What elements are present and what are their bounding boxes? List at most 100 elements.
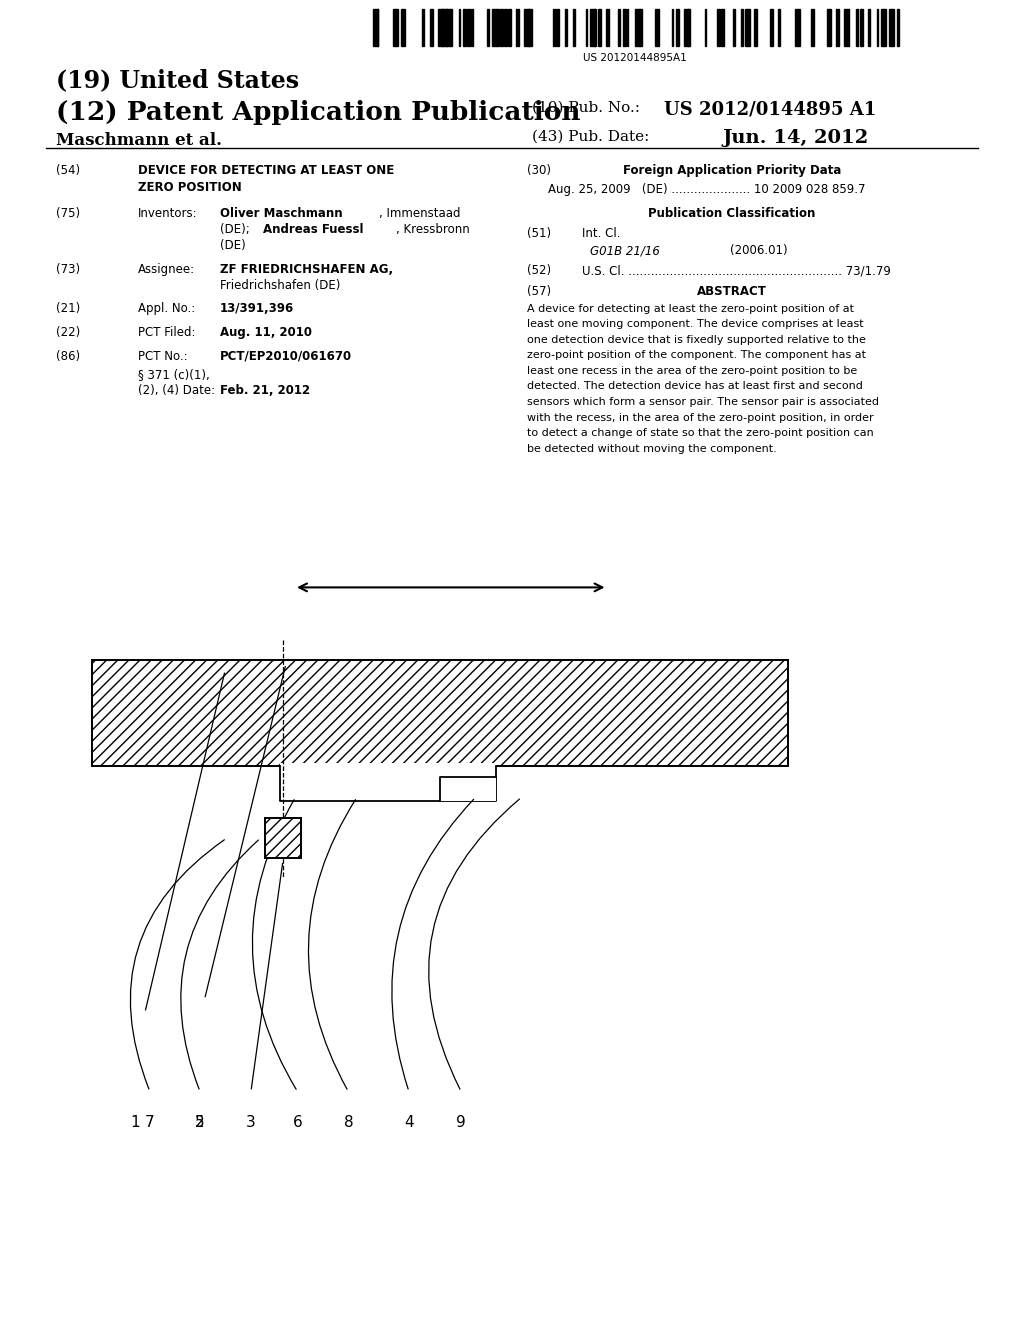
Text: Publication Classification: Publication Classification (648, 207, 816, 220)
Bar (672, 9, 674, 46)
Text: 3: 3 (246, 1115, 256, 1130)
Text: (10) Pub. No.:: (10) Pub. No.: (532, 100, 640, 115)
Text: 9: 9 (457, 1115, 466, 1130)
Text: (19) United States: (19) United States (56, 69, 299, 92)
Text: one detection device that is fixedly supported relative to the: one detection device that is fixedly sup… (527, 335, 866, 345)
Text: 4: 4 (404, 1115, 414, 1130)
Bar (422, 9, 424, 46)
Bar (881, 9, 886, 46)
Bar (281, 763, 496, 801)
Text: U.S. Cl. ......................................................... 73/1.79: U.S. Cl. ...............................… (582, 264, 891, 277)
Bar (557, 9, 559, 46)
Bar (795, 9, 800, 46)
Text: G01B 21/16: G01B 21/16 (590, 244, 659, 257)
Text: (30): (30) (527, 164, 551, 177)
Bar (496, 9, 499, 46)
Bar (373, 9, 378, 46)
Text: PCT Filed:: PCT Filed: (138, 326, 196, 339)
Text: (DE);: (DE); (220, 223, 254, 236)
Text: 7: 7 (145, 1115, 155, 1130)
Bar (889, 9, 894, 46)
Text: ABSTRACT: ABSTRACT (697, 285, 767, 298)
Text: (12) Patent Application Publication: (12) Patent Application Publication (56, 100, 581, 125)
Text: Feb. 21, 2012: Feb. 21, 2012 (220, 384, 310, 397)
Text: PCT/EP2010/061670: PCT/EP2010/061670 (220, 350, 352, 363)
Bar (741, 9, 743, 46)
Bar (586, 9, 588, 46)
Bar (463, 9, 466, 46)
Text: § 371 (c)(1),: § 371 (c)(1), (138, 368, 210, 381)
Bar (377, 9, 379, 46)
Text: detected. The detection device has at least first and second: detected. The detection device has at le… (527, 381, 863, 392)
Text: (2), (4) Date:: (2), (4) Date: (138, 384, 215, 397)
Bar (500, 9, 503, 46)
Bar (516, 9, 519, 46)
Text: (DE): (DE) (220, 239, 246, 252)
Bar (553, 9, 556, 46)
Text: Appl. No.:: Appl. No.: (138, 302, 196, 315)
Text: 1: 1 (130, 1115, 140, 1130)
Text: (52): (52) (527, 264, 552, 277)
Bar (770, 9, 773, 46)
Text: Andreas Fuessl: Andreas Fuessl (263, 223, 364, 236)
Bar (684, 9, 689, 46)
Bar (508, 9, 511, 46)
Bar (504, 9, 507, 46)
Text: DEVICE FOR DETECTING AT LEAST ONE: DEVICE FOR DETECTING AT LEAST ONE (138, 164, 394, 177)
Text: (2006.01): (2006.01) (730, 244, 787, 257)
Bar (573, 9, 575, 46)
Bar (594, 9, 596, 46)
Text: (57): (57) (527, 285, 552, 298)
Text: 8: 8 (344, 1115, 353, 1130)
Bar (606, 9, 609, 46)
Text: (22): (22) (56, 326, 81, 339)
Bar (528, 9, 531, 46)
Text: least one recess in the area of the zero-point position to be: least one recess in the area of the zero… (527, 366, 858, 376)
Bar (778, 9, 780, 46)
Bar (844, 9, 849, 46)
Bar (430, 9, 433, 46)
Bar (439, 777, 496, 801)
Text: Int. Cl.: Int. Cl. (582, 227, 621, 240)
Bar (754, 9, 757, 46)
Bar (92, 660, 788, 766)
Bar (655, 9, 658, 46)
Bar (627, 9, 629, 46)
Text: Friedrichshafen (DE): Friedrichshafen (DE) (220, 279, 341, 292)
Text: to detect a change of state so that the zero-point position can: to detect a change of state so that the … (527, 428, 874, 438)
Text: , Kressbronn: , Kressbronn (396, 223, 470, 236)
Bar (811, 9, 814, 46)
Bar (639, 9, 642, 46)
Text: (75): (75) (56, 207, 81, 220)
Text: 5: 5 (196, 1115, 205, 1130)
Bar (92, 660, 788, 766)
Text: Jun. 14, 2012: Jun. 14, 2012 (722, 129, 868, 148)
Bar (264, 818, 301, 858)
Bar (487, 9, 489, 46)
Text: ZF FRIEDRICHSHAFEN AG,: ZF FRIEDRICHSHAFEN AG, (220, 263, 393, 276)
Text: US 20120144895A1: US 20120144895A1 (583, 53, 687, 63)
Text: ZERO POSITION: ZERO POSITION (138, 181, 242, 194)
Text: , Immenstaad: , Immenstaad (379, 207, 461, 220)
Bar (688, 9, 690, 46)
Bar (590, 9, 595, 46)
Text: US 2012/0144895 A1: US 2012/0144895 A1 (664, 100, 876, 119)
Bar (446, 9, 452, 46)
Bar (676, 9, 679, 46)
Bar (623, 9, 626, 46)
Text: least one moving component. The device comprises at least: least one moving component. The device c… (527, 319, 864, 329)
Bar (827, 9, 830, 46)
Text: (54): (54) (56, 164, 81, 177)
Text: Foreign Application Priority Data: Foreign Application Priority Data (623, 164, 842, 177)
Bar (745, 9, 751, 46)
Bar (451, 9, 453, 46)
Text: Inventors:: Inventors: (138, 207, 198, 220)
Bar (635, 9, 640, 46)
Bar (264, 818, 301, 858)
Bar (856, 9, 858, 46)
Bar (618, 9, 621, 46)
Text: Aug. 11, 2010: Aug. 11, 2010 (220, 326, 312, 339)
Bar (438, 9, 443, 46)
Bar (467, 9, 470, 46)
Bar (705, 9, 707, 46)
